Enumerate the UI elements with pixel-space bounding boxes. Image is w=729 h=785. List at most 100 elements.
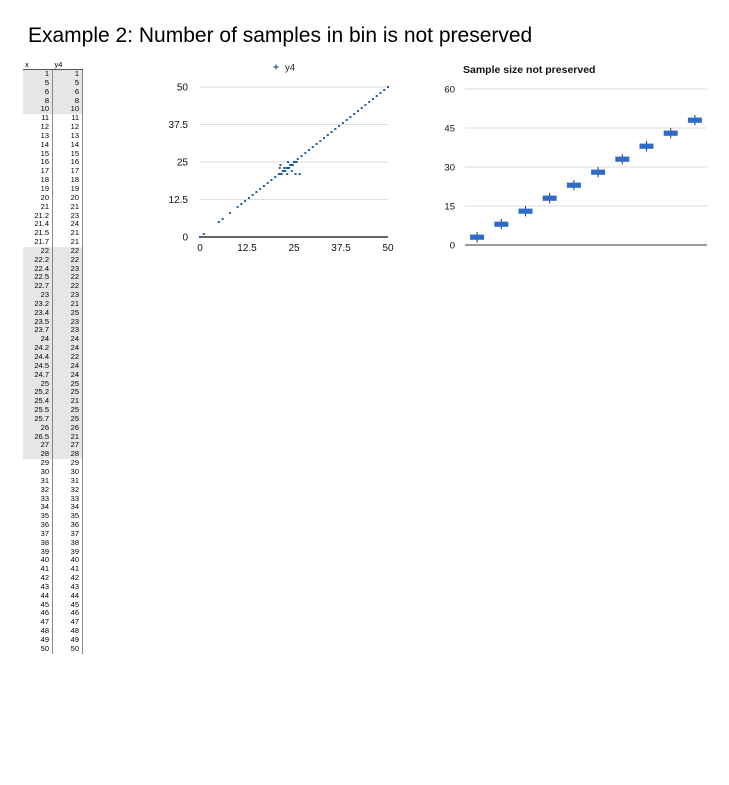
- y-tick-label: 25: [177, 158, 189, 169]
- y-tick-label: 37.5: [169, 120, 189, 131]
- cell-y4: 23: [52, 317, 83, 327]
- cell-y4: 8: [52, 96, 83, 106]
- column-header-x: x: [23, 60, 53, 70]
- cell-y4: 22: [52, 281, 83, 292]
- y-tick-label: 60: [444, 85, 455, 96]
- table-row: 37 37: [23, 529, 83, 539]
- cell-x: 21: [23, 202, 53, 212]
- table-row: 28 28: [23, 449, 83, 460]
- cell-x: 43: [23, 582, 53, 592]
- cell-x: 13: [23, 131, 53, 141]
- data-point: [236, 206, 239, 208]
- box-body: [591, 169, 606, 175]
- cell-y4: 25: [52, 388, 83, 398]
- table-row: 25.2 25: [23, 388, 83, 398]
- cell-x: 33: [23, 494, 53, 504]
- data-point: [319, 140, 322, 142]
- box-7: [615, 154, 630, 165]
- cell-y4: 43: [52, 582, 83, 592]
- table-row: 50 50: [23, 644, 83, 654]
- cell-y4: 21: [52, 396, 83, 407]
- cell-y4: 18: [52, 175, 83, 185]
- cell-x: 21.4: [23, 219, 53, 230]
- cell-x: 22.5: [23, 273, 53, 283]
- table-row: 32 32: [23, 485, 83, 495]
- data-point: [244, 200, 247, 202]
- cell-y4: 20: [52, 193, 83, 203]
- cell-y4: 26: [52, 423, 83, 433]
- cell-y4: 24: [52, 343, 83, 353]
- cell-y4: 24: [52, 361, 83, 371]
- x-tick-label: 25: [288, 243, 300, 254]
- x-tick-label: 12.5: [237, 243, 257, 254]
- table-row: 22.4 23: [23, 264, 83, 274]
- cell-y4: 14: [52, 140, 83, 150]
- cell-x: 39: [23, 547, 53, 557]
- table-row: 27 27: [23, 441, 83, 451]
- cell-y4: 45: [52, 600, 83, 610]
- cell-y4: 22: [52, 352, 83, 362]
- table-row: 25.5 25: [23, 405, 83, 415]
- cell-x: 27: [23, 441, 53, 451]
- table-row: 23.5 23: [23, 317, 83, 327]
- cell-y4: 24: [52, 370, 83, 380]
- table-row: 43 43: [23, 582, 83, 592]
- cell-x: 23: [23, 290, 53, 300]
- table-row: 20 20: [23, 193, 83, 203]
- data-point: [229, 212, 232, 214]
- data-point: [247, 197, 250, 199]
- cell-x: 22: [23, 246, 53, 256]
- box-6: [591, 167, 606, 178]
- data-point: [326, 134, 329, 136]
- data-point: [283, 167, 286, 169]
- data-point: [295, 161, 298, 163]
- table-row: 44 44: [23, 591, 83, 601]
- cell-x: 48: [23, 626, 53, 636]
- table-row: 15 15: [23, 149, 83, 159]
- cell-y4: 13: [52, 131, 83, 141]
- table-row: 39 39: [23, 547, 83, 557]
- data-point: [221, 218, 224, 220]
- cell-y4: 1: [52, 69, 83, 79]
- cell-y4: 21: [52, 432, 83, 442]
- table-row: 33 33: [23, 494, 83, 504]
- cell-x: 37: [23, 529, 53, 539]
- cell-x: 14: [23, 140, 53, 150]
- y-tick-label: 0: [450, 241, 455, 252]
- table-row: 19 19: [23, 184, 83, 194]
- table-row: 18 18: [23, 175, 83, 185]
- cell-x: 45: [23, 600, 53, 610]
- cell-x: 23.5: [23, 317, 53, 327]
- y-tick-label: 15: [444, 202, 455, 213]
- cell-y4: 15: [52, 149, 83, 159]
- data-point: [289, 164, 292, 166]
- data-point: [300, 155, 303, 157]
- data-point: [251, 194, 254, 196]
- cell-x: 24.5: [23, 361, 53, 371]
- data-point: [330, 131, 333, 133]
- cell-x: 46: [23, 609, 53, 619]
- legend-marker-y4: [273, 64, 279, 70]
- box-body: [518, 208, 533, 214]
- chart-title: Sample size not preserved: [463, 64, 595, 76]
- table-row: 13 13: [23, 131, 83, 141]
- cell-y4: 28: [52, 449, 83, 460]
- table-row: 46 46: [23, 609, 83, 619]
- table-row: 47 47: [23, 617, 83, 628]
- cell-x: 18: [23, 175, 53, 185]
- data-point: [284, 170, 287, 172]
- data-point: [288, 167, 291, 169]
- cell-x: 23.2: [23, 299, 53, 309]
- cell-y4: 47: [52, 617, 83, 628]
- y-tick-label: 50: [177, 83, 189, 94]
- cell-y4: 33: [52, 494, 83, 504]
- data-table: x y4 1 1 5 5 6 6 8 8 10 10 11 11 12 12 13 13 14 14 15 15 16 1…: [23, 60, 83, 654]
- x-tick-label: 37.5: [331, 243, 351, 254]
- cell-y4: 32: [52, 485, 83, 495]
- data-point: [383, 89, 386, 91]
- cell-x: 30: [23, 467, 53, 477]
- data-point: [315, 143, 318, 145]
- cell-x: 47: [23, 617, 53, 628]
- data-point: [282, 170, 285, 172]
